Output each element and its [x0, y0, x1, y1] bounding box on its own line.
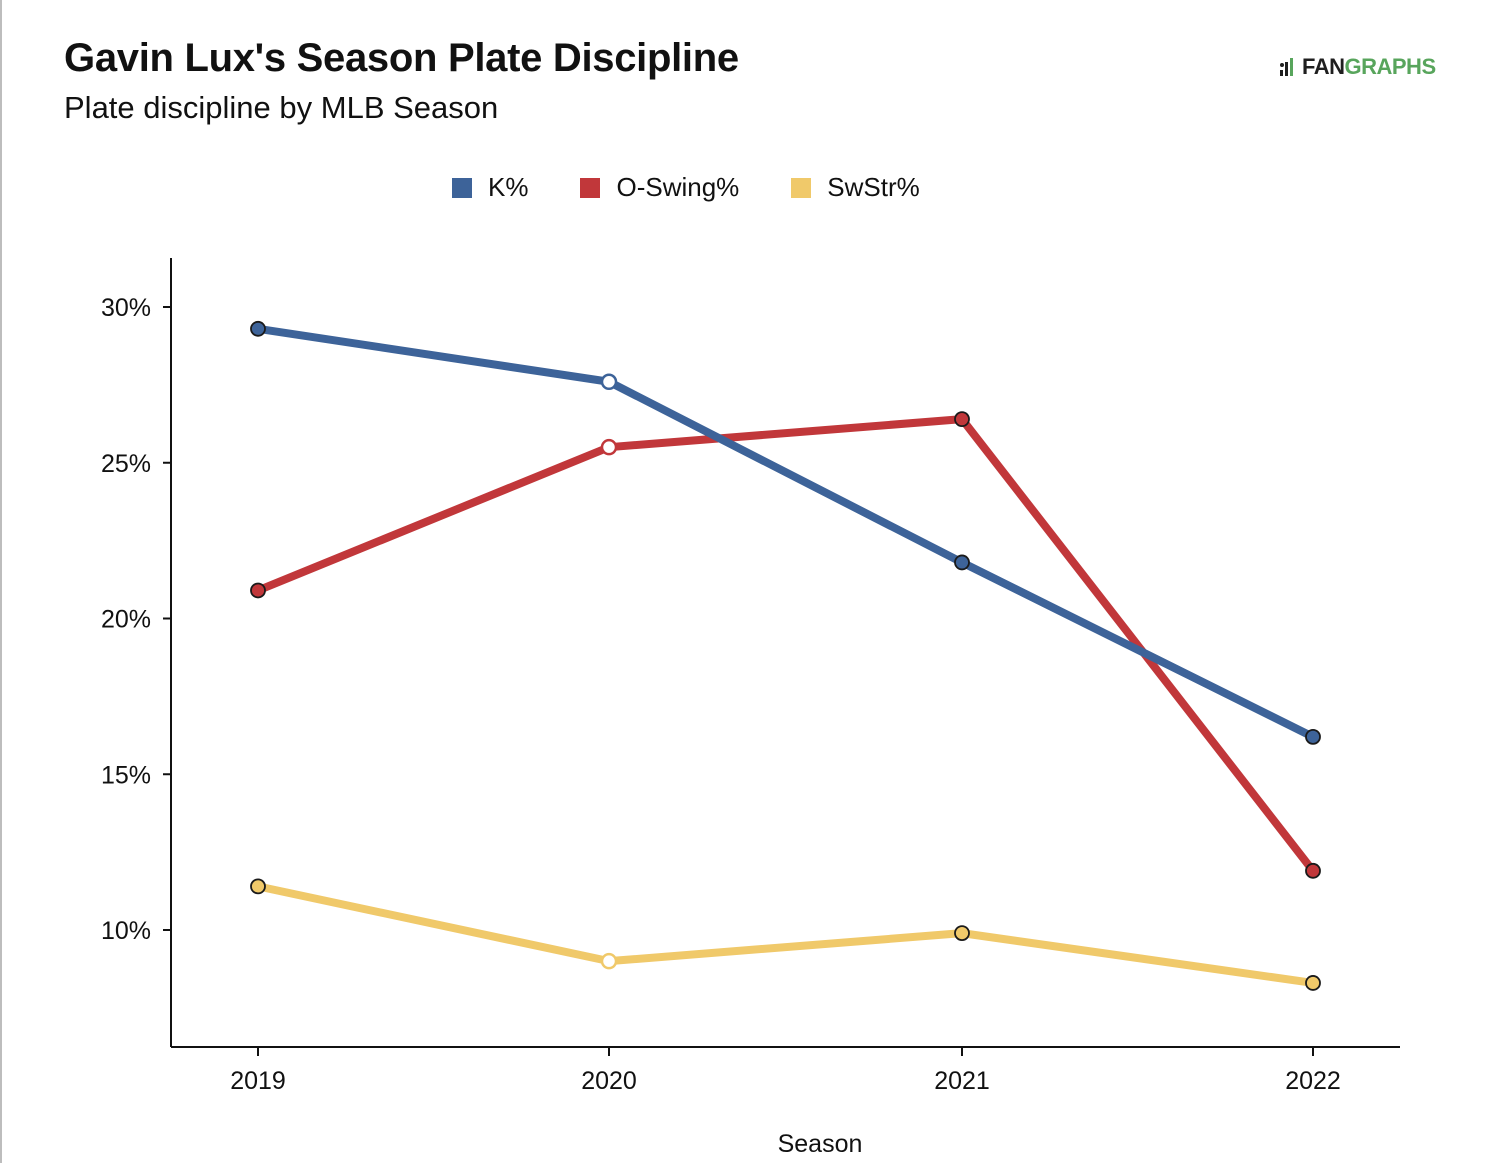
x-tick-label: 2020: [581, 1067, 637, 1095]
legend-label: SwStr%: [827, 172, 920, 202]
legend-label: K%: [488, 172, 529, 202]
legend-label: O-Swing%: [616, 172, 740, 202]
legend-swatch: [580, 177, 601, 198]
data-point: [1305, 862, 1321, 879]
data-point: [1305, 975, 1321, 991]
logo-fan-text: FAN: [1302, 54, 1345, 79]
series-line-o-swing-: [254, 415, 1317, 875]
series-line-k-: [254, 324, 1317, 741]
data-point: [250, 582, 266, 599]
data-point: [600, 373, 618, 391]
legend-swatch: [791, 177, 812, 198]
data-point: [250, 320, 266, 337]
x-tick-label: 2022: [1285, 1067, 1341, 1095]
chart-legend: K% O-Swing% SwStr%: [452, 172, 960, 203]
y-tick-label: 10%: [101, 917, 151, 945]
data-point: [1305, 728, 1321, 745]
y-tick-label: 20%: [101, 606, 151, 634]
batter-icon: [1280, 58, 1293, 76]
data-point: [954, 554, 970, 571]
data-point: [954, 411, 970, 428]
chart-subtitle: Plate discipline by MLB Season: [64, 90, 499, 125]
y-tick-label: 15%: [101, 761, 151, 789]
x-axis-title: Season: [778, 1130, 863, 1158]
y-tick-label: 25%: [101, 450, 151, 478]
data-point: [600, 952, 618, 970]
x-tick-label: 2021: [934, 1067, 990, 1095]
x-tick-label: 2019: [230, 1067, 286, 1095]
data-point: [600, 438, 618, 456]
series-line-swstr-: [254, 882, 1317, 987]
chart-title: Gavin Lux's Season Plate Discipline: [64, 36, 739, 80]
data-point: [250, 878, 266, 895]
logo-graphs-text: GRAPHS: [1344, 54, 1437, 79]
legend-item: SwStr%: [791, 172, 920, 203]
y-tick-label: 30%: [101, 294, 151, 322]
data-point: [954, 925, 970, 942]
fangraphs-logo: FAN GRAPHS: [1278, 54, 1436, 80]
legend-item: O-Swing%: [580, 172, 739, 203]
legend-swatch: [452, 177, 472, 198]
legend-item: K%: [452, 172, 528, 203]
